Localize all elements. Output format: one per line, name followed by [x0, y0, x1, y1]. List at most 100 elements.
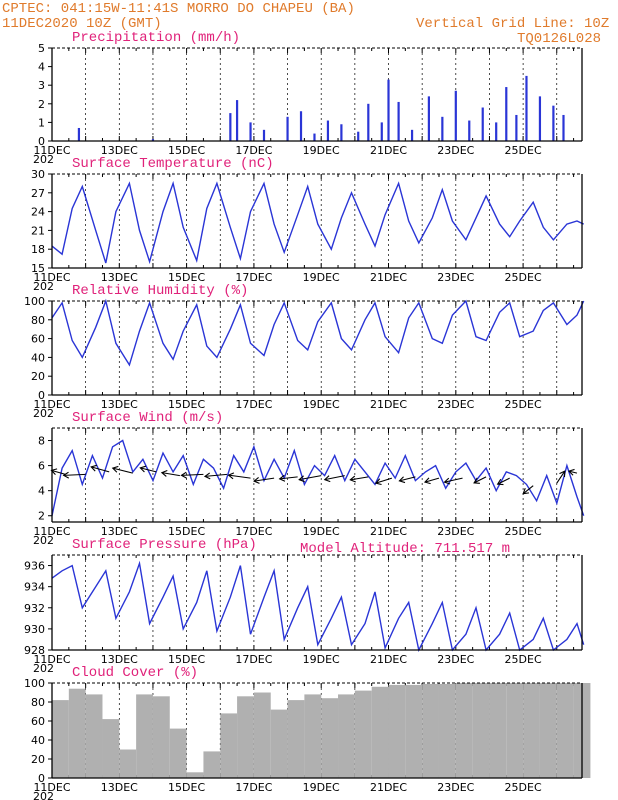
- wind-arrow-shaft: [112, 467, 133, 474]
- x-day-label: 15DEC: [168, 271, 205, 284]
- precip-bar: [427, 96, 430, 141]
- x-year-fragment: 202: [33, 153, 54, 166]
- wind-arrow-head: [139, 465, 147, 473]
- cloud-bar: [287, 700, 305, 778]
- precip-bar: [313, 133, 316, 141]
- wind-arrow: [253, 477, 275, 484]
- x-day-label: 17DEC: [235, 271, 272, 284]
- wind-arrow-shaft: [228, 474, 251, 479]
- panel-title: Surface Wind (m/s): [72, 410, 223, 426]
- panel-title: Relative Humidity (%): [72, 283, 248, 299]
- wind-arrow: [556, 470, 566, 484]
- wind-arrow-shaft: [424, 477, 440, 483]
- x-day-label: 15DEC: [168, 144, 205, 157]
- wind-arrow: [180, 471, 204, 479]
- cloud-bar: [556, 683, 574, 778]
- precip-bar: [380, 122, 383, 141]
- y-tick-label: 4: [38, 61, 45, 74]
- cloud-bar: [152, 696, 170, 778]
- wind-arrow-head: [349, 475, 356, 483]
- cloud-bar: [539, 683, 557, 778]
- y-tick-label: 8: [38, 435, 45, 448]
- y-tick-label: 1: [38, 116, 45, 129]
- x-day-label: 25DEC: [505, 144, 542, 157]
- x-year-fragment: 202: [33, 280, 54, 293]
- x-day-label: 11DEC: [33, 271, 70, 284]
- x-day-label: 11DEC: [33, 398, 70, 411]
- wind-arrow-head: [323, 475, 331, 483]
- x-year-fragment: 202: [33, 790, 54, 800]
- precip-bar: [357, 131, 360, 141]
- precip-bar: [525, 75, 528, 141]
- y-tick-label: 80: [31, 314, 45, 327]
- wind-arrow-head: [227, 472, 235, 480]
- cloud-bar: [169, 728, 187, 778]
- wind-arrow-shaft: [444, 477, 463, 483]
- panel-title: Precipitation (mm/h): [72, 30, 240, 46]
- wind-arrow: [522, 485, 534, 495]
- y-tick-label: 21: [31, 224, 45, 237]
- wind-arrow-head: [298, 475, 305, 483]
- cloud-bar: [203, 751, 221, 778]
- wind-arrow-shaft: [63, 473, 86, 476]
- wind-arrow-shaft: [556, 470, 566, 484]
- precip-bar: [229, 113, 232, 141]
- cloud-bar: [438, 683, 456, 778]
- x-day-label: 13DEC: [101, 398, 138, 411]
- precip-bar: [538, 96, 542, 141]
- x-day-label: 17DEC: [235, 525, 272, 538]
- y-tick-label: 20: [31, 370, 45, 383]
- cloud-bar: [253, 692, 271, 778]
- wind-arrow-head: [160, 469, 168, 477]
- wind-arrow-shaft: [350, 476, 369, 481]
- wind-arrow-head: [496, 478, 504, 486]
- precip-bar: [299, 111, 303, 141]
- cloud-bar: [102, 719, 120, 778]
- precip-bar: [340, 124, 343, 141]
- wind-arrow: [160, 469, 180, 477]
- wind-arrow: [62, 471, 86, 479]
- cloud-bar: [422, 683, 439, 778]
- precip-bar: [367, 103, 370, 141]
- wind-arrow-head: [62, 471, 70, 479]
- precip-bar: [454, 90, 457, 141]
- y-tick-label: 80: [31, 696, 45, 709]
- y-tick-label: 0: [38, 135, 45, 148]
- precip-bar: [468, 120, 471, 141]
- wind-arrow: [227, 472, 251, 480]
- x-day-label: 25DEC: [505, 525, 542, 538]
- x-day-label: 19DEC: [303, 144, 340, 157]
- x-day-label: 21DEC: [370, 525, 407, 538]
- y-tick-label: 4: [38, 485, 45, 498]
- x-day-label: 11DEC: [33, 653, 70, 666]
- wind-arrow: [398, 476, 416, 484]
- x-day-label: 17DEC: [235, 398, 272, 411]
- x-day-label: 15DEC: [168, 525, 205, 538]
- x-day-label: 11DEC: [33, 144, 70, 157]
- cloud-bar: [472, 683, 490, 778]
- temperature-panel: Surface Temperature (nC) 15 18 21 24 27 30 11DE…: [31, 156, 584, 293]
- wind-arrow-head: [522, 487, 530, 495]
- x-day-label: 25DEC: [505, 271, 542, 284]
- y-tick-label: 24: [31, 206, 45, 219]
- x-day-label: 15DEC: [168, 398, 205, 411]
- wind-arrow: [139, 465, 157, 473]
- wind-arrow: [374, 477, 393, 486]
- wind-arrow-shaft: [497, 477, 510, 485]
- cloud-bar: [371, 686, 389, 778]
- wind-arrow-shaft: [324, 475, 345, 481]
- y-tick-label: 3: [38, 79, 45, 92]
- cloud-bar: [523, 683, 540, 778]
- wind-arrow: [111, 465, 133, 474]
- precip-bar: [326, 120, 330, 141]
- cloud-bar: [68, 688, 86, 778]
- temp-line: [51, 180, 584, 265]
- x-day-label: 11DEC: [33, 781, 70, 794]
- cloud-bar: [489, 683, 507, 778]
- wind-line: [51, 439, 585, 516]
- y-tick-label: 40: [31, 734, 45, 747]
- precip-bar: [151, 139, 155, 141]
- precip-bar: [481, 107, 484, 141]
- wind-arrow-head: [473, 477, 480, 484]
